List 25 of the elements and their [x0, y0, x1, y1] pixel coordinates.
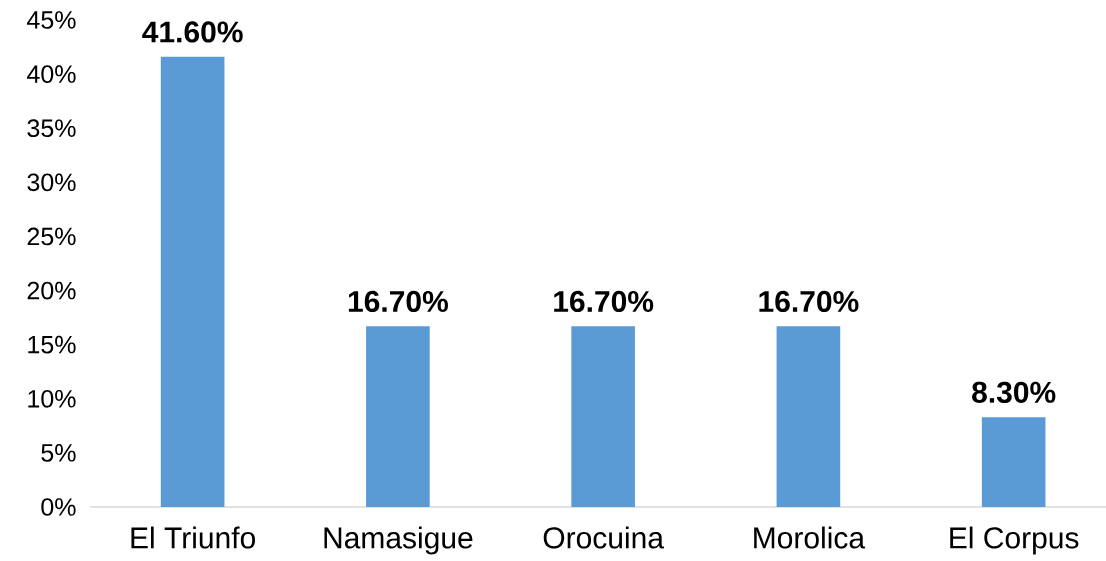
y-tick-label: 10% [28, 389, 76, 408]
x-tick-label: El Triunfo [131, 526, 255, 549]
bar [571, 326, 635, 507]
y-tick-label: 45% [27, 11, 76, 29]
data-label: 16.70% [348, 290, 448, 313]
y-tick-label: 25% [27, 227, 76, 246]
y-tick-label: 15% [28, 335, 76, 354]
x-tick-label: Orocuina [543, 526, 664, 549]
data-label: 8.30% [972, 381, 1056, 403]
data-label: 16.70% [759, 290, 859, 313]
data-label: 41.60% [142, 21, 243, 43]
y-tick-label: 5% [41, 444, 76, 462]
bar [981, 417, 1046, 507]
bar [776, 326, 841, 507]
y-tick-label: 0% [41, 498, 76, 516]
x-tick-label: Namasigue [324, 526, 473, 555]
y-tick-label: 40% [27, 65, 76, 83]
bar [160, 56, 225, 507]
y-tick-label: 20% [27, 281, 76, 300]
x-tick-label: El Corpus [950, 526, 1079, 555]
y-tick-label: 30% [27, 173, 76, 192]
data-label: 16.70% [554, 290, 654, 313]
x-tick-label: Morolica [754, 526, 866, 549]
bar [366, 326, 430, 507]
y-tick-label: 35% [27, 119, 76, 138]
